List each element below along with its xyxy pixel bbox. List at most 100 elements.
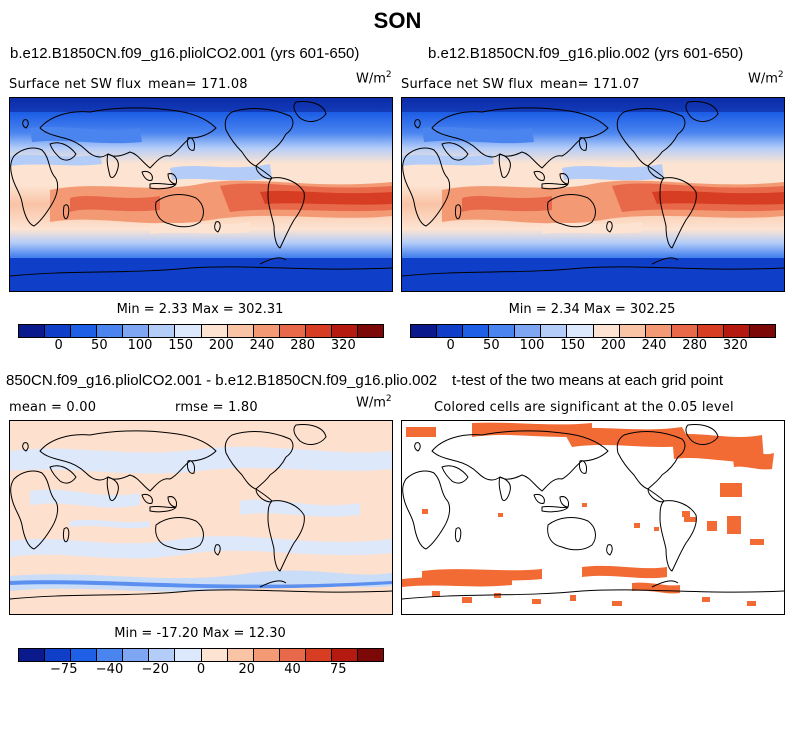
colorbar-swatch bbox=[723, 325, 751, 337]
colorbar-swatch bbox=[437, 325, 464, 337]
colorbar-swatch bbox=[358, 325, 384, 337]
units-label-left: W/m2 bbox=[356, 70, 392, 87]
colorbar-swatch bbox=[19, 325, 46, 337]
colorbar-tick-label: 75 bbox=[329, 662, 347, 677]
colorbar-tick-label: −75 bbox=[50, 662, 78, 677]
diff-rmse-label: rmse = 1.80 bbox=[175, 400, 258, 415]
colorbar-tick-label: 0 bbox=[54, 338, 63, 353]
colorbar-swatch bbox=[645, 325, 672, 337]
colorbar-swatch bbox=[697, 325, 724, 337]
colorbar-swatch bbox=[201, 325, 228, 337]
colorbar-tick-label: 50 bbox=[483, 338, 500, 353]
colorbar-swatch bbox=[19, 649, 46, 661]
colorbar-ticks-left: 0 50 100 150 200 240 280 320 bbox=[18, 338, 384, 354]
map-left bbox=[9, 97, 393, 292]
diff-minmax: Min = -17.20 Max = 12.30 bbox=[114, 626, 286, 641]
ttest-map bbox=[402, 421, 784, 614]
colorbar-swatch bbox=[411, 325, 438, 337]
case-title-left: b.e12.B1850CN.f09_g16.pliolCO2.001 (yrs … bbox=[10, 45, 360, 62]
colorbar-swatch bbox=[305, 649, 332, 661]
colorbar-swatch bbox=[227, 649, 254, 661]
colorbar-swatch bbox=[331, 325, 359, 337]
abs-flux-map-left bbox=[10, 98, 392, 291]
ttest-title: t-test of the two means at each grid poi… bbox=[452, 372, 723, 389]
colorbar-swatch bbox=[175, 649, 202, 661]
diff-title: 850CN.f09_g16.pliolCO2.001 - b.e12.B1850… bbox=[6, 372, 438, 389]
minmax-right: Min = 2.34 Max = 302.25 bbox=[508, 302, 676, 317]
colorbar-swatch bbox=[175, 325, 202, 337]
map-diff bbox=[9, 420, 393, 615]
colorbar-swatch bbox=[619, 325, 646, 337]
colorbar-swatch bbox=[305, 325, 332, 337]
colorbar-swatch bbox=[279, 325, 306, 337]
colorbar-swatch bbox=[253, 649, 280, 661]
diff-units-label: W/m2 bbox=[356, 394, 392, 411]
colorbar-tick-label: 100 bbox=[127, 338, 153, 353]
colorbar-swatch bbox=[149, 325, 176, 337]
colorbar-tick-label: 240 bbox=[249, 338, 275, 353]
colorbar-swatch bbox=[489, 325, 516, 337]
minmax-left: Min = 2.33 Max = 302.31 bbox=[116, 302, 284, 317]
colorbar-swatch bbox=[593, 325, 620, 337]
colorbar-swatch bbox=[227, 325, 254, 337]
colorbar-ticks-right: 0 50 100 150 200 240 280 320 bbox=[410, 338, 776, 354]
units-label-right: W/m2 bbox=[748, 70, 784, 87]
colorbar-swatch bbox=[331, 649, 359, 661]
colorbar-tick-label: 240 bbox=[641, 338, 667, 353]
colorbar-swatch bbox=[45, 649, 72, 661]
colorbar-tick-label: 0 bbox=[446, 338, 455, 353]
colorbar-swatch bbox=[97, 325, 124, 337]
colorbar-swatch bbox=[463, 325, 490, 337]
colorbar-swatches-left bbox=[18, 324, 384, 338]
colorbar-tick-label: 150 bbox=[560, 338, 586, 353]
colorbar-right: 0 50 100 150 200 240 280 320 bbox=[410, 324, 776, 354]
colorbar-swatches-diff bbox=[18, 648, 384, 662]
map-right bbox=[401, 97, 785, 292]
colorbar-swatch bbox=[97, 649, 124, 661]
colorbar-tick-label: 280 bbox=[682, 338, 708, 353]
colorbar-swatch bbox=[71, 325, 98, 337]
colorbar-tick-label: 100 bbox=[519, 338, 545, 353]
colorbar-swatch bbox=[750, 325, 776, 337]
colorbar-ticks-diff: −75 −40 −20 0 20 40 75 bbox=[18, 662, 384, 678]
colorbar-tick-label: 320 bbox=[722, 338, 748, 353]
colorbar-swatch bbox=[253, 325, 280, 337]
colorbar-tick-label: 200 bbox=[600, 338, 626, 353]
abs-flux-map-right bbox=[402, 98, 784, 291]
colorbar-swatches-right bbox=[410, 324, 776, 338]
colorbar-swatch bbox=[279, 649, 306, 661]
ttest-note: Colored cells are significant at the 0.0… bbox=[434, 400, 734, 415]
figure-title: SON bbox=[373, 8, 422, 33]
colorbar-swatch bbox=[149, 649, 176, 661]
colorbar-swatch bbox=[123, 649, 150, 661]
colorbar-diff: −75 −40 −20 0 20 40 75 bbox=[18, 648, 384, 678]
colorbar-tick-label: 150 bbox=[168, 338, 194, 353]
variable-label-right: Surface net SW flux bbox=[401, 77, 534, 92]
colorbar-swatch bbox=[567, 325, 594, 337]
colorbar-swatch bbox=[671, 325, 698, 337]
diff-mean-label: mean = 0.00 bbox=[9, 400, 97, 415]
mean-label-right: mean= 171.07 bbox=[540, 77, 640, 92]
colorbar-swatch bbox=[71, 649, 98, 661]
diff-map bbox=[10, 421, 392, 614]
variable-label-left: Surface net SW flux bbox=[9, 77, 142, 92]
colorbar-tick-label: −40 bbox=[95, 662, 124, 677]
colorbar-swatch bbox=[45, 325, 72, 337]
colorbar-tick-label: 50 bbox=[91, 338, 108, 353]
colorbar-tick-label: 280 bbox=[290, 338, 316, 353]
colorbar-tick-label: 40 bbox=[284, 662, 301, 677]
map-ttest bbox=[401, 420, 785, 615]
colorbar-swatch bbox=[123, 325, 150, 337]
colorbar-swatch bbox=[541, 325, 568, 337]
colorbar-tick-label: 200 bbox=[208, 338, 234, 353]
colorbar-tick-label: 0 bbox=[196, 662, 206, 677]
case-title-right: b.e12.B1850CN.f09_g16.plio.002 (yrs 601-… bbox=[428, 45, 744, 62]
colorbar-tick-label: 320 bbox=[330, 338, 356, 353]
colorbar-swatch bbox=[515, 325, 542, 337]
colorbar-left: 0 50 100 150 200 240 280 320 bbox=[18, 324, 384, 354]
mean-label-left: mean= 171.08 bbox=[148, 77, 248, 92]
colorbar-tick-label: 20 bbox=[238, 662, 256, 677]
colorbar-tick-label: −20 bbox=[141, 662, 169, 677]
colorbar-swatch bbox=[358, 649, 384, 661]
colorbar-swatch bbox=[201, 649, 228, 661]
